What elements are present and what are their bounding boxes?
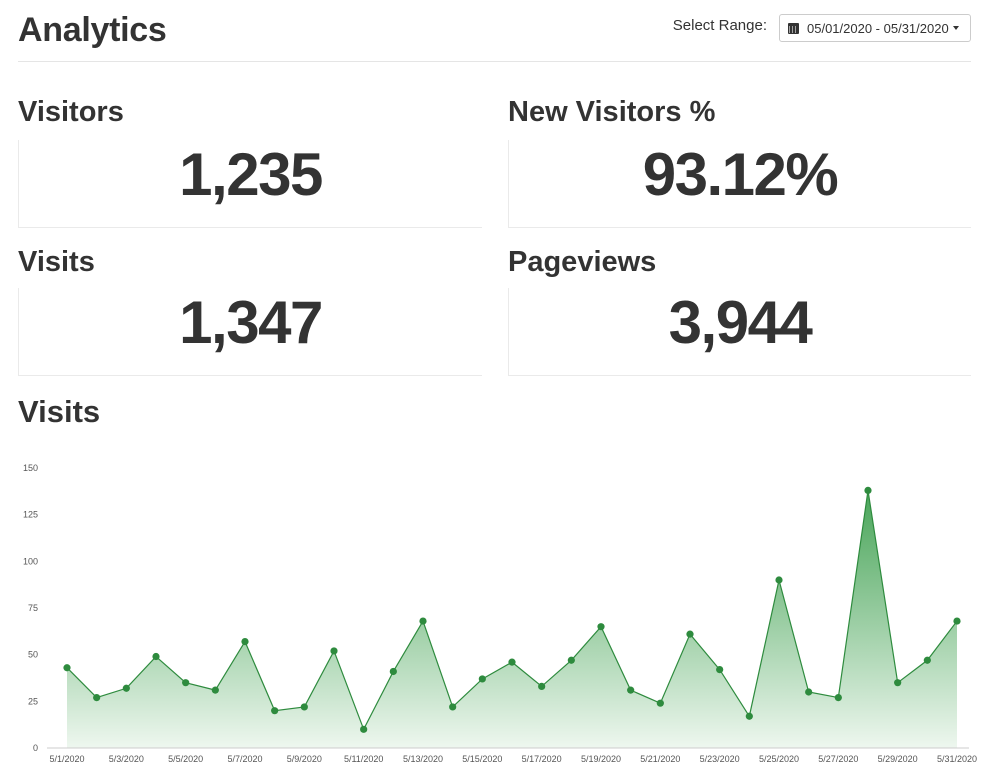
visits-label: Visits xyxy=(18,246,95,278)
x-tick-label: 5/23/2020 xyxy=(700,754,740,764)
x-tick-label: 5/5/2020 xyxy=(168,754,203,764)
data-point xyxy=(241,638,249,646)
data-point xyxy=(953,617,961,625)
data-point xyxy=(686,630,694,638)
data-point xyxy=(538,682,546,690)
data-point xyxy=(656,699,664,707)
data-point xyxy=(864,486,872,494)
x-tick-label: 5/9/2020 xyxy=(287,754,322,764)
x-tick-label: 5/15/2020 xyxy=(462,754,502,764)
visitors-value: 1,235 xyxy=(179,141,323,208)
data-point xyxy=(745,712,753,720)
y-tick-label: 0 xyxy=(33,743,38,753)
data-point xyxy=(93,694,101,702)
data-point xyxy=(389,667,397,676)
y-tick-label: 100 xyxy=(23,556,38,566)
date-range-value: 05/01/2020 - 05/31/2020 xyxy=(807,20,949,36)
new-visitors-card: 93.12% xyxy=(508,140,971,228)
data-point xyxy=(211,686,219,694)
visits-card: 1,347 xyxy=(18,288,482,376)
pageviews-value: 3,944 xyxy=(668,289,813,356)
area-fill xyxy=(67,490,957,748)
data-point xyxy=(834,694,842,702)
pageviews-label: Pageviews xyxy=(508,246,657,278)
data-point xyxy=(923,656,931,664)
data-point xyxy=(716,666,724,674)
data-point xyxy=(894,679,902,687)
y-tick-label: 125 xyxy=(23,510,38,520)
caret-down-icon xyxy=(952,26,959,30)
x-tick-label: 5/17/2020 xyxy=(522,754,562,764)
y-tick-label: 50 xyxy=(28,650,38,660)
x-tick-label: 5/7/2020 xyxy=(227,754,262,764)
x-tick-label: 5/3/2020 xyxy=(109,754,144,764)
calendar-icon xyxy=(788,22,799,34)
data-point xyxy=(805,688,813,696)
x-tick-label: 5/13/2020 xyxy=(403,754,443,764)
data-point xyxy=(419,617,427,625)
data-point xyxy=(775,576,783,584)
data-point xyxy=(449,703,457,711)
date-range-picker-button[interactable]: 05/01/2020 - 05/31/2020 xyxy=(779,14,971,42)
x-tick-label: 5/1/2020 xyxy=(49,754,84,764)
data-point xyxy=(508,658,516,666)
x-tick-label: 5/19/2020 xyxy=(581,754,621,764)
data-point xyxy=(478,675,486,683)
x-tick-label: 5/21/2020 xyxy=(640,754,680,764)
data-point xyxy=(300,703,308,711)
x-tick-label: 5/11/2020 xyxy=(344,754,383,764)
data-point xyxy=(122,684,130,692)
data-point xyxy=(271,707,279,715)
range-label: Select Range: xyxy=(672,17,767,34)
x-tick-label: 5/29/2020 xyxy=(878,754,918,764)
pageviews-card: 3,944 xyxy=(508,288,971,376)
chart-title: Visits xyxy=(18,394,101,429)
data-point xyxy=(330,647,338,655)
data-point xyxy=(182,679,190,687)
data-point xyxy=(360,725,368,733)
y-tick-label: 75 xyxy=(28,603,38,613)
visits-value: 1,347 xyxy=(179,289,323,356)
data-point xyxy=(597,623,605,631)
visitors-label: Visitors xyxy=(18,96,124,128)
new-visitors-value: 93.12% xyxy=(642,141,839,208)
y-tick-label: 25 xyxy=(28,696,38,706)
visitors-card: 1,235 xyxy=(18,140,482,228)
data-point xyxy=(63,664,71,672)
y-tick-label: 150 xyxy=(23,463,38,473)
x-tick-label: 5/27/2020 xyxy=(818,754,858,764)
data-point xyxy=(152,652,160,661)
data-point xyxy=(627,686,635,694)
visits-chart: 0 25 50 75 100 125 150 5/1/2020 5/3/2020 5/5/2020… xyxy=(23,463,977,764)
x-tick-label: 5/25/2020 xyxy=(759,754,799,764)
data-point xyxy=(567,656,575,664)
page: Analytics Select Range: 05/01/2020 - 05/… xyxy=(18,0,971,62)
x-tick-label: 5/31/2020 xyxy=(937,754,977,764)
page-title: Analytics xyxy=(18,11,167,49)
header: Analytics Select Range: 05/01/2020 - 05/… xyxy=(18,0,971,62)
new-visitors-label: New Visitors % xyxy=(508,96,716,128)
